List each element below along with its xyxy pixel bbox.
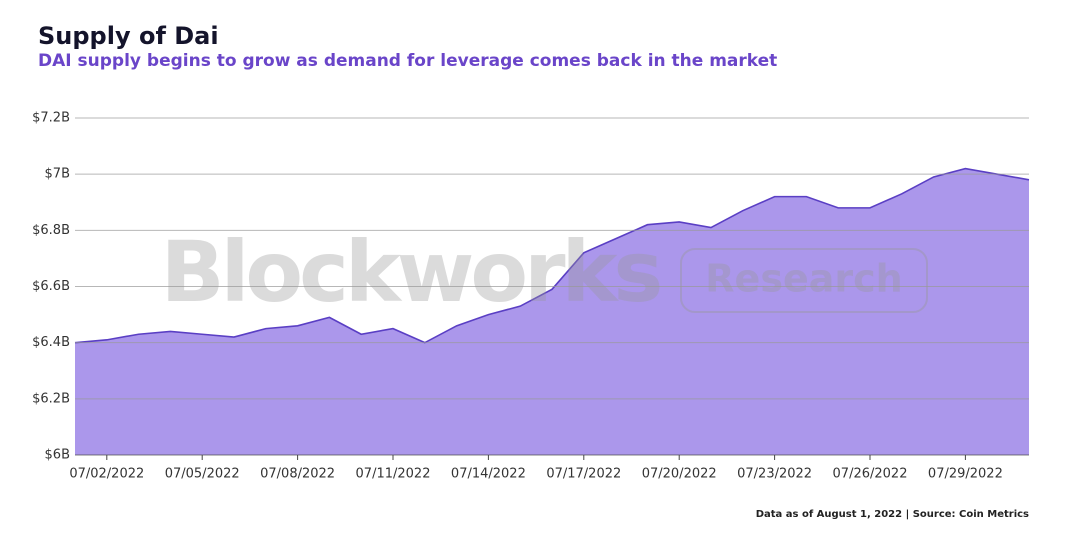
x-tick-label: 07/08/2022 <box>260 467 335 482</box>
watermark: Research <box>705 257 902 301</box>
x-tick-label: 07/29/2022 <box>928 467 1003 482</box>
area <box>75 168 1029 456</box>
y-tick-label: $6.6B <box>32 279 70 294</box>
source-note: Data as of August 1, 2022 | Source: Coin… <box>756 509 1029 520</box>
line <box>74 167 1030 344</box>
chart-title: Supply of Dai <box>38 22 219 50</box>
x-tick-label: 07/26/2022 <box>833 467 908 482</box>
y-tick-label: $6.4B <box>32 335 70 350</box>
x-tick-label: 07/02/2022 <box>69 467 144 482</box>
x-tick-label: 07/17/2022 <box>546 467 621 482</box>
y-tick-label: $6.8B <box>32 223 70 238</box>
x-tick-label: 07/23/2022 <box>737 467 812 482</box>
y-tick-label: $7B <box>45 167 70 182</box>
y-tick-label: $7.2B <box>32 111 70 126</box>
x-tick-label: 07/20/2022 <box>642 467 717 482</box>
x-tick-label: 07/05/2022 <box>165 467 240 482</box>
x-tick-label: 07/14/2022 <box>451 467 526 482</box>
y-tick-label: $6B <box>45 448 70 463</box>
x-tick-label: 07/11/2022 <box>356 467 431 482</box>
watermark-box <box>680 248 928 313</box>
y-tick-label: $6.2B <box>32 391 70 406</box>
chart-subtitle: DAI supply begins to grow as demand for … <box>38 51 777 71</box>
watermark: Blockworks <box>161 223 661 321</box>
